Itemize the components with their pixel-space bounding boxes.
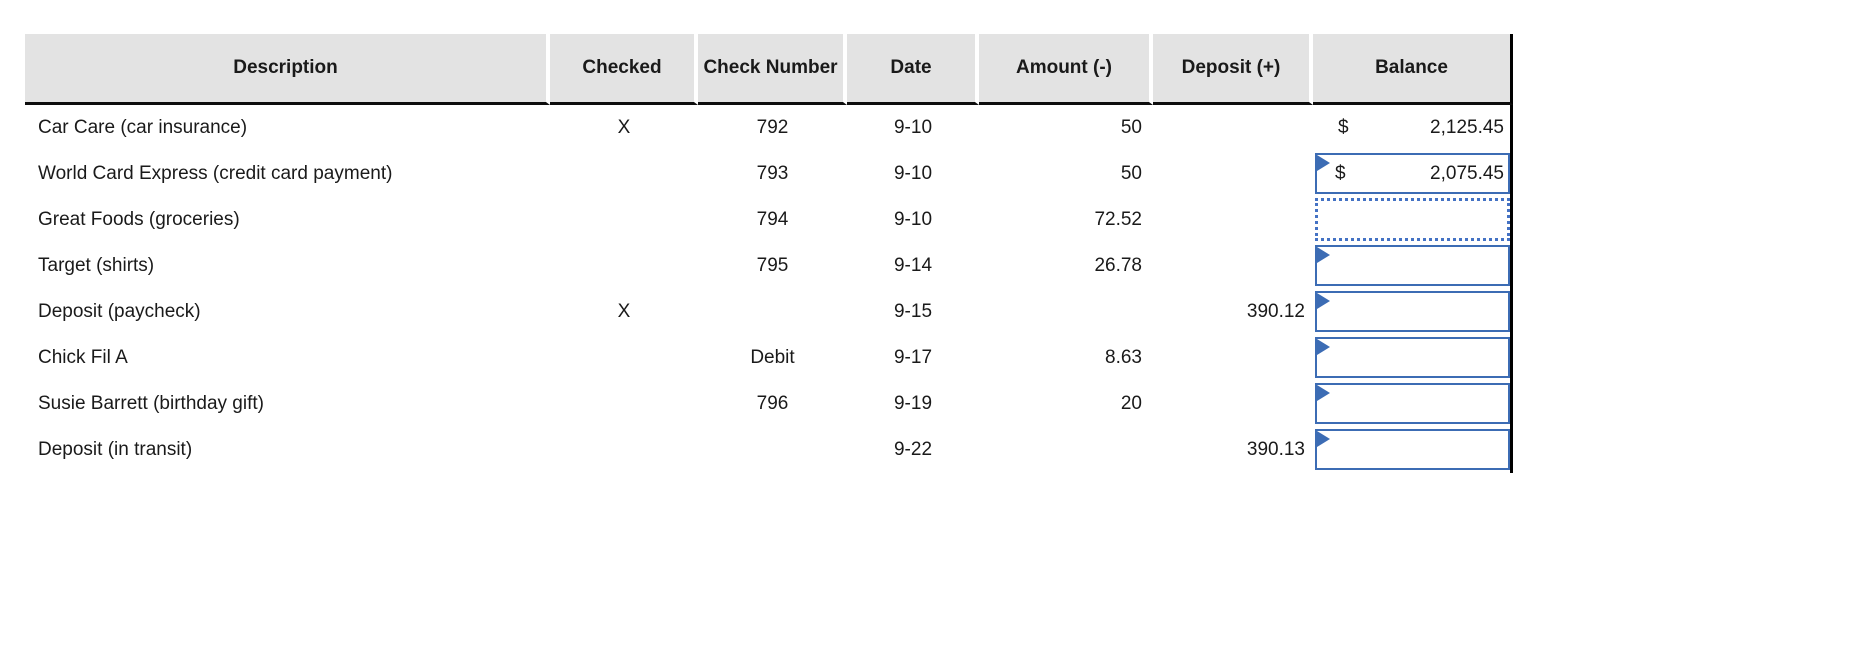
check-number-cell[interactable]: 793 [756,163,789,184]
balance-amount: $ 2,125.45 [1313,105,1510,151]
flag-icon [1317,247,1330,263]
balance-cell[interactable]: $ 2,125.45 [1313,105,1513,151]
amount-cell[interactable]: 72.52 [1094,209,1142,230]
check-number-cell[interactable]: 796 [756,393,789,414]
date-cell[interactable]: 9-14 [893,255,933,276]
balance-cell [1313,289,1513,335]
column-header-amount: Amount (-) [979,34,1153,105]
checked-cell[interactable] [550,335,698,381]
balance-value: 2,125.45 [1430,117,1504,138]
amount-cell[interactable] [979,289,1153,335]
deposit-cell[interactable]: 390.13 [1246,439,1305,460]
flag-icon [1317,431,1330,447]
date-cell[interactable]: 9-22 [893,439,933,460]
description-cell[interactable]: Great Foods (groceries) [38,209,240,230]
date-cell[interactable]: 9-15 [893,301,933,322]
description-cell[interactable]: Susie Barrett (birthday gift) [38,393,264,414]
checked-cell[interactable] [550,197,698,243]
currency-symbol: $ [1335,162,1346,184]
balance-input[interactable] [1315,383,1510,424]
amount-cell[interactable]: 26.78 [1094,255,1142,276]
description-cell[interactable]: Car Care (car insurance) [38,117,248,138]
date-cell[interactable]: 9-10 [893,209,933,230]
deposit-cell[interactable] [1153,335,1313,381]
deposit-cell[interactable] [1153,151,1313,197]
check-number-cell[interactable] [698,289,847,335]
date-cell[interactable]: 9-19 [893,393,933,414]
column-header-checked: Checked [550,34,698,105]
checkbook-register-table: Description Checked Check Number Date Am… [25,34,1513,473]
column-header-balance: Balance [1313,34,1513,105]
column-header-deposit: Deposit (+) [1153,34,1313,105]
deposit-cell[interactable] [1153,243,1313,289]
column-header-description: Description [25,34,550,105]
checked-cell[interactable]: X [617,301,631,322]
checked-cell[interactable] [550,243,698,289]
balance-input[interactable] [1315,245,1510,286]
checked-cell[interactable] [550,427,698,473]
checked-cell[interactable]: X [617,117,631,138]
balance-input[interactable] [1315,429,1510,470]
column-header-date: Date [847,34,979,105]
check-number-cell[interactable]: Debit [750,347,795,368]
balance-input[interactable] [1315,337,1510,378]
balance-cell [1313,335,1513,381]
balance-cell: $ 2,075.45 [1313,151,1513,197]
flag-icon [1317,293,1330,309]
description-cell[interactable]: Deposit (in transit) [38,439,193,460]
deposit-cell[interactable]: 390.12 [1246,301,1305,322]
check-number-cell[interactable] [698,427,847,473]
balance-cell [1313,381,1513,427]
flag-icon [1317,339,1330,355]
balance-cell [1313,197,1513,243]
column-header-check-number: Check Number [698,34,847,105]
date-cell[interactable]: 9-10 [893,163,933,184]
description-cell[interactable]: World Card Express (credit card payment) [38,163,393,184]
amount-cell[interactable]: 50 [1120,117,1142,138]
balance-cell [1313,243,1513,289]
deposit-cell[interactable] [1153,105,1313,151]
balance-input[interactable] [1315,291,1510,332]
checked-cell[interactable] [550,151,698,197]
checked-cell[interactable] [550,381,698,427]
check-number-cell[interactable]: 792 [756,117,789,138]
balance-cell [1313,427,1513,473]
description-cell[interactable]: Chick Fil A [38,347,128,368]
description-cell[interactable]: Deposit (paycheck) [38,301,201,322]
amount-cell[interactable]: 20 [1120,393,1142,414]
currency-symbol: $ [1338,117,1349,138]
date-cell[interactable]: 9-17 [893,347,933,368]
selected-cell-marquee[interactable] [1315,198,1510,241]
deposit-cell[interactable] [1153,197,1313,243]
flag-icon [1317,155,1330,171]
amount-cell[interactable] [979,427,1153,473]
check-number-cell[interactable]: 795 [756,255,789,276]
check-number-cell[interactable]: 794 [756,209,789,230]
deposit-cell[interactable] [1153,381,1313,427]
balance-value: 2,075.45 [1430,162,1504,184]
amount-cell[interactable]: 8.63 [1105,347,1142,368]
flag-icon [1317,385,1330,401]
balance-input[interactable]: $ 2,075.45 [1315,153,1510,194]
date-cell[interactable]: 9-10 [893,117,933,138]
amount-cell[interactable]: 50 [1120,163,1142,184]
description-cell[interactable]: Target (shirts) [38,255,155,276]
